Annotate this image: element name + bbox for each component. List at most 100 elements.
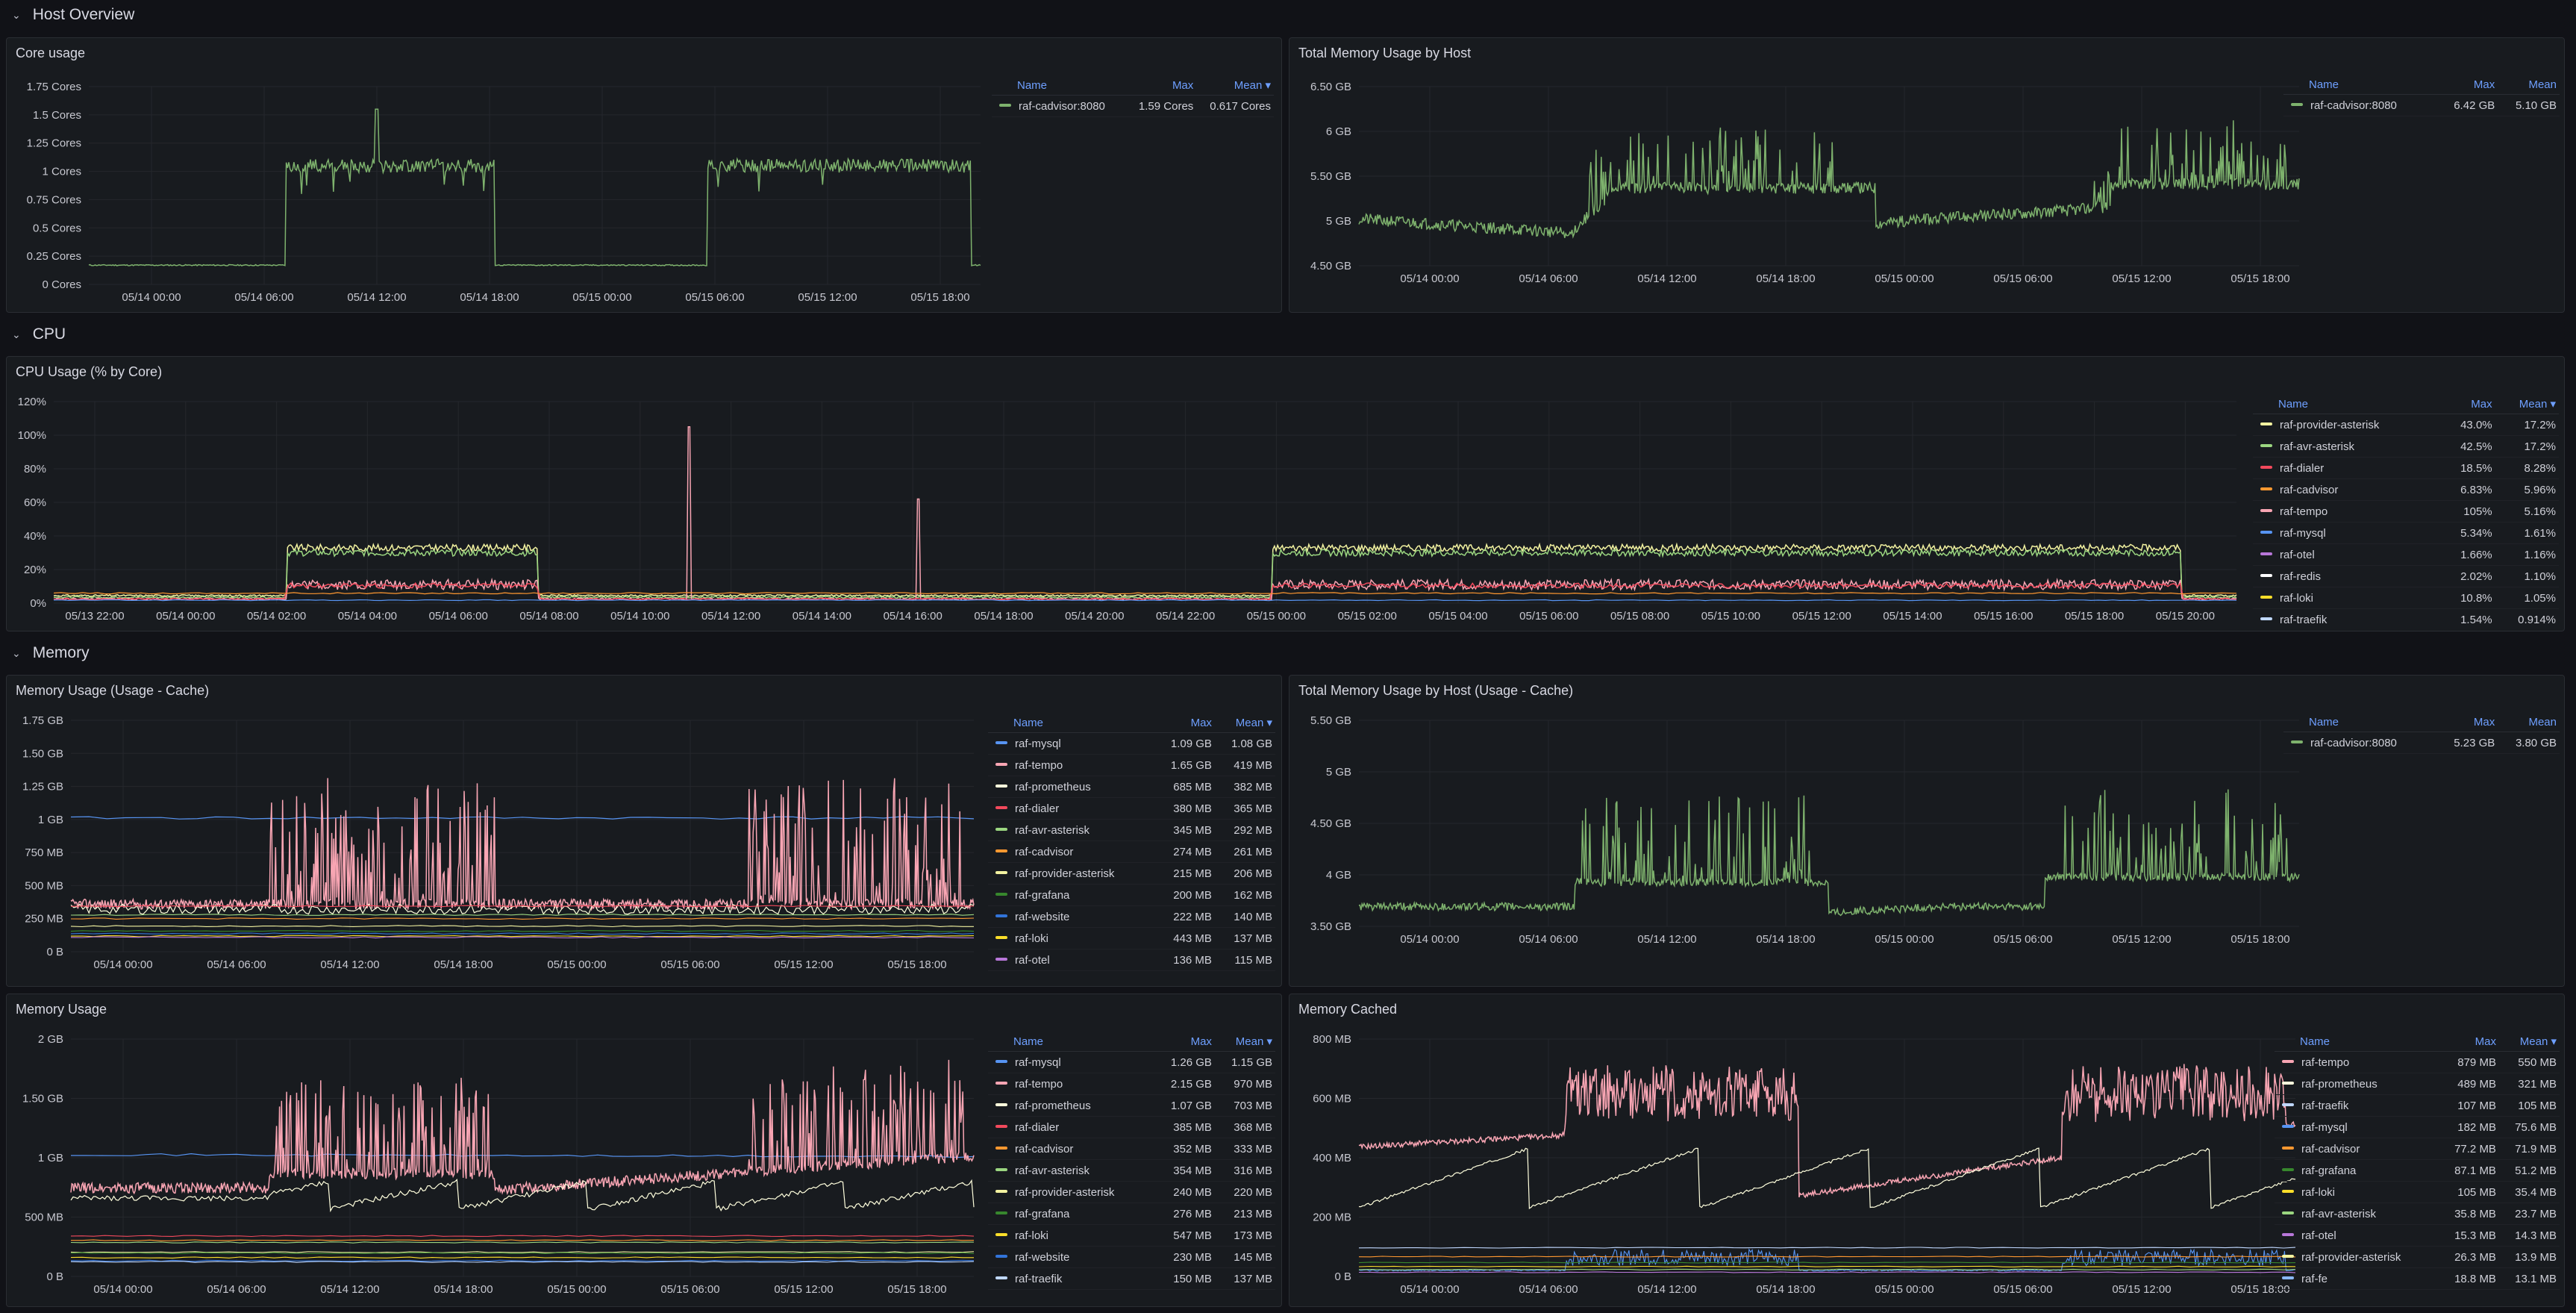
series-line-avr-asterisk [1358, 1268, 2296, 1270]
panel-core-usage[interactable]: Core usage 1.75 Cores 1.5 Cores 1.25 Cores… [6, 37, 1282, 313]
legend-header-max[interactable]: Max [2440, 394, 2495, 414]
legend-row[interactable]: raf-prometheus 685 MB 382 MB [988, 776, 1275, 798]
legend-header-max[interactable]: Max [1126, 75, 1197, 96]
plot-area[interactable]: 120% 100% 80% 60% 40% 20% 0% 05/13 22:00 05/14 0… [13, 396, 2237, 626]
legend-row[interactable]: raf-traefik 1.54% 0.914% [2253, 608, 2559, 629]
panel-title: CPU Usage (% by Core) [16, 364, 163, 379]
legend-row[interactable]: raf-avr-asterisk 42.5% 17.2% [2253, 435, 2559, 458]
legend-row[interactable]: raf-avr-asterisk 345 MB 292 MB [988, 819, 1275, 841]
legend-row[interactable]: raf-grafana 200 MB 162 MB [988, 884, 1275, 906]
legend-row[interactable]: raf-prometheus 1.07 GB 703 MB [988, 1094, 1275, 1117]
legend-row[interactable]: raf-tempo 2.15 GB 970 MB [988, 1073, 1275, 1095]
row-cpu[interactable]: ⌄ CPU [6, 319, 66, 349]
legend-row[interactable]: raf-loki 443 MB 137 MB [988, 927, 1275, 949]
legend-row[interactable]: raf-cadvisor 274 MB 261 MB [988, 840, 1275, 863]
legend-row[interactable]: raf-cadvisor 77.2 MB 71.9 MB [2275, 1138, 2560, 1160]
legend-row[interactable]: raf-mysql 5.34% 1.61% [2253, 522, 2559, 544]
legend-row[interactable]: raf-traefik 150 MB 137 MB [988, 1267, 1275, 1290]
legend-row[interactable]: raf-otel 15.3 MB 14.3 MB [2275, 1224, 2560, 1247]
panel-memory-usage-cache[interactable]: Memory Usage (Usage - Cache) 1.75 GB 1.50… [6, 675, 1282, 987]
legend-header-name[interactable]: Name [988, 1032, 1154, 1052]
legend-header-mean[interactable]: Mean [2498, 75, 2560, 95]
legend-row[interactable]: raf-cadvisor:8080 5.23 GB 3.80 GB [2283, 732, 2560, 754]
plot-area[interactable]: 800 MB 600 MB 400 MB 200 MB 0 B 05/14 00:00 05… [1295, 1033, 2296, 1299]
legend-header-mean[interactable]: Mean ▾ [2495, 394, 2559, 414]
legend-row[interactable]: raf-mysql 182 MB 75.6 MB [2275, 1116, 2560, 1138]
legend-row[interactable]: raf-website 222 MB 140 MB [988, 905, 1275, 928]
legend-header-name[interactable]: Name [2275, 1032, 2439, 1052]
legend-header-max[interactable]: Max [2436, 75, 2498, 95]
legend-series-name: raf-website [988, 1246, 1154, 1268]
legend-header-max[interactable]: Max [2436, 713, 2498, 732]
legend-row[interactable]: raf-grafana 276 MB 213 MB [988, 1203, 1275, 1225]
legend-header-mean[interactable]: Mean ▾ [1214, 1032, 1275, 1052]
legend-row[interactable]: raf-provider-asterisk 240 MB 220 MB [988, 1181, 1275, 1203]
legend-row[interactable]: raf-dialer 380 MB 365 MB [988, 797, 1275, 820]
panel-total-memory-by-host-cache[interactable]: Total Memory Usage by Host (Usage - Cach… [1289, 675, 2565, 987]
legend-header-name[interactable]: Name [992, 75, 1127, 96]
legend-header-name[interactable]: Name [2253, 394, 2441, 414]
legend-row[interactable]: raf-loki 547 MB 173 MB [988, 1224, 1275, 1247]
legend-row[interactable]: raf-grafana 87.1 MB 51.2 MB [2275, 1159, 2560, 1182]
x-tick-label: 05/15 18:00 [2065, 610, 2124, 623]
legend-header-mean[interactable]: Mean ▾ [2498, 1032, 2560, 1052]
legend-header-mean[interactable]: Mean ▾ [1214, 713, 1275, 733]
panel-cpu-usage[interactable]: CPU Usage (% by Core) 120% 100% 80% 60% 40% 2… [6, 356, 2565, 631]
series-color-swatch [995, 1060, 1007, 1064]
legend-header-mean[interactable]: Mean [2498, 713, 2560, 732]
legend-row[interactable]: raf-loki 105 MB 35.4 MB [2275, 1181, 2560, 1203]
legend-row[interactable]: raf-cadvisor 6.83% 5.96% [2253, 478, 2559, 501]
legend-row[interactable]: raf-dialer 18.5% 8.28% [2253, 457, 2559, 479]
legend-max: 107 MB [2438, 1094, 2499, 1117]
legend-row[interactable]: raf-prometheus 489 MB 321 MB [2275, 1073, 2560, 1095]
legend-header-name[interactable]: Name [2283, 713, 2436, 732]
legend-row[interactable]: raf-cadvisor 352 MB 333 MB [988, 1138, 1275, 1160]
plot-area[interactable]: 6.50 GB 6 GB 5.50 GB 5 GB 4.50 GB 05/14 00:00… [1295, 81, 2300, 288]
legend-row[interactable]: raf-cadvisor:8080 6.42 GB 5.10 GB [2283, 94, 2560, 116]
plot-area[interactable]: 5.50 GB 5 GB 4.50 GB 4 GB 3.50 GB 05/14 00:00… [1295, 714, 2300, 949]
legend-row[interactable]: raf-tempo 879 MB 550 MB [2275, 1051, 2560, 1073]
legend-row[interactable]: raf-traefik 107 MB 105 MB [2275, 1094, 2560, 1117]
legend-row[interactable]: raf-mysql 1.26 GB 1.15 GB [988, 1051, 1275, 1073]
legend-header-mean[interactable]: Mean ▾ [1196, 75, 1274, 96]
legend-header-name[interactable]: Name [988, 713, 1154, 733]
legend-row[interactable]: raf-redis 2.02% 1.10% [2253, 565, 2559, 587]
legend-row[interactable]: raf-provider-asterisk 26.3 MB 13.9 MB [2275, 1246, 2560, 1268]
row-memory[interactable]: ⌄ Memory [6, 638, 90, 668]
series-name: raf-grafana [2301, 1164, 2357, 1177]
legend-header-max[interactable]: Max [2438, 1032, 2499, 1052]
plot-area[interactable]: 1.75 GB 1.50 GB 1.25 GB 1 GB 750 MB 500 MB 250… [13, 714, 975, 974]
panel-memory-cached[interactable]: Memory Cached 800 MB 600 MB 400 MB 200 MB 0 … [1289, 994, 2565, 1307]
legend-row[interactable]: raf-dialer 385 MB 368 MB [988, 1116, 1275, 1138]
legend-row[interactable]: raf-avr-asterisk 354 MB 316 MB [988, 1159, 1275, 1182]
series-color-swatch [995, 1168, 1007, 1172]
panel-memory-usage[interactable]: Memory Usage 2 GB 1.50 GB 1 GB 500 MB 0 B 05/… [6, 994, 1282, 1307]
legend-max: 6.83% [2440, 478, 2495, 501]
legend-row[interactable]: raf-fe 18.8 MB 13.1 MB [2275, 1267, 2560, 1290]
legend-row[interactable]: raf-tempo 105% 5.16% [2253, 500, 2559, 523]
legend-header-name[interactable]: Name [2283, 75, 2436, 95]
legend-series-name: raf-cadvisor:8080 [2283, 94, 2436, 116]
legend-row[interactable]: raf-website 230 MB 145 MB [988, 1246, 1275, 1268]
legend-max: 1.26 GB [1154, 1051, 1215, 1073]
legend-header-max[interactable]: Max [1154, 713, 1215, 733]
legend-row[interactable]: raf-provider-asterisk 43.0% 17.2% [2253, 414, 2559, 436]
legend-row[interactable]: raf-cadvisor:8080 1.59 Cores 0.617 Cores [992, 95, 1274, 117]
legend-series-name: raf-loki [988, 927, 1154, 949]
legend-row[interactable]: raf-tempo 1.65 GB 419 MB [988, 754, 1275, 776]
row-host-overview[interactable]: ⌄ Host Overview [6, 0, 134, 30]
series-color-swatch [995, 849, 1007, 853]
legend-row[interactable]: raf-otel 1.66% 1.16% [2253, 543, 2559, 566]
legend-row[interactable]: raf-otel 136 MB 115 MB [988, 949, 1275, 971]
plot-area[interactable]: 1.75 Cores 1.5 Cores 1.25 Cores 1 Cores 0.75… [13, 81, 981, 307]
series-name: raf-cadvisor [1015, 1142, 1074, 1155]
legend-row[interactable]: raf-loki 10.8% 1.05% [2253, 587, 2559, 609]
legend-mean: 1.61% [2495, 522, 2559, 544]
plot-area[interactable]: 2 GB 1.50 GB 1 GB 500 MB 0 B 05/14 00:00 05/14… [13, 1033, 975, 1299]
legend-row[interactable]: raf-avr-asterisk 35.8 MB 23.7 MB [2275, 1203, 2560, 1225]
legend-row[interactable]: raf-provider-asterisk 215 MB 206 MB [988, 862, 1275, 885]
legend-row[interactable]: raf-mysql 1.09 GB 1.08 GB [988, 732, 1275, 755]
series-line-website [70, 932, 975, 935]
legend-header-max[interactable]: Max [1154, 1032, 1215, 1052]
panel-total-memory-by-host[interactable]: Total Memory Usage by Host 6.50 GB 6 GB 5.… [1289, 37, 2565, 313]
